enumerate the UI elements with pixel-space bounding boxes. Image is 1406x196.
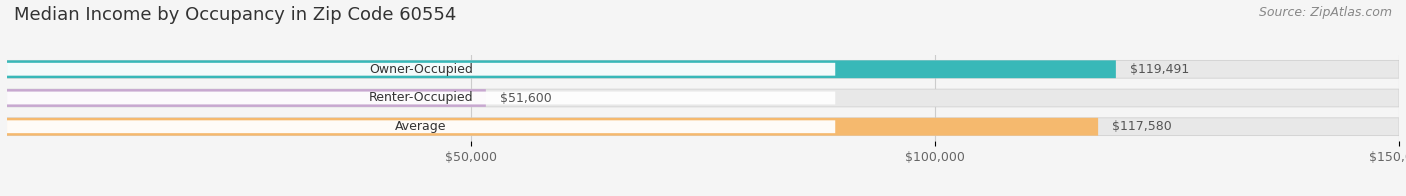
Text: Median Income by Occupancy in Zip Code 60554: Median Income by Occupancy in Zip Code 6… — [14, 6, 457, 24]
Text: $117,580: $117,580 — [1112, 120, 1171, 133]
Text: Source: ZipAtlas.com: Source: ZipAtlas.com — [1258, 6, 1392, 19]
FancyBboxPatch shape — [7, 92, 835, 104]
Text: Average: Average — [395, 120, 447, 133]
FancyBboxPatch shape — [7, 118, 1399, 136]
FancyBboxPatch shape — [7, 89, 1399, 107]
Text: Owner-Occupied: Owner-Occupied — [370, 63, 472, 76]
FancyBboxPatch shape — [7, 60, 1399, 78]
Text: $119,491: $119,491 — [1130, 63, 1189, 76]
Text: Renter-Occupied: Renter-Occupied — [368, 92, 474, 104]
FancyBboxPatch shape — [7, 63, 835, 76]
Text: $51,600: $51,600 — [499, 92, 551, 104]
FancyBboxPatch shape — [7, 60, 1116, 78]
FancyBboxPatch shape — [7, 89, 486, 107]
FancyBboxPatch shape — [7, 120, 835, 133]
FancyBboxPatch shape — [7, 118, 1098, 136]
